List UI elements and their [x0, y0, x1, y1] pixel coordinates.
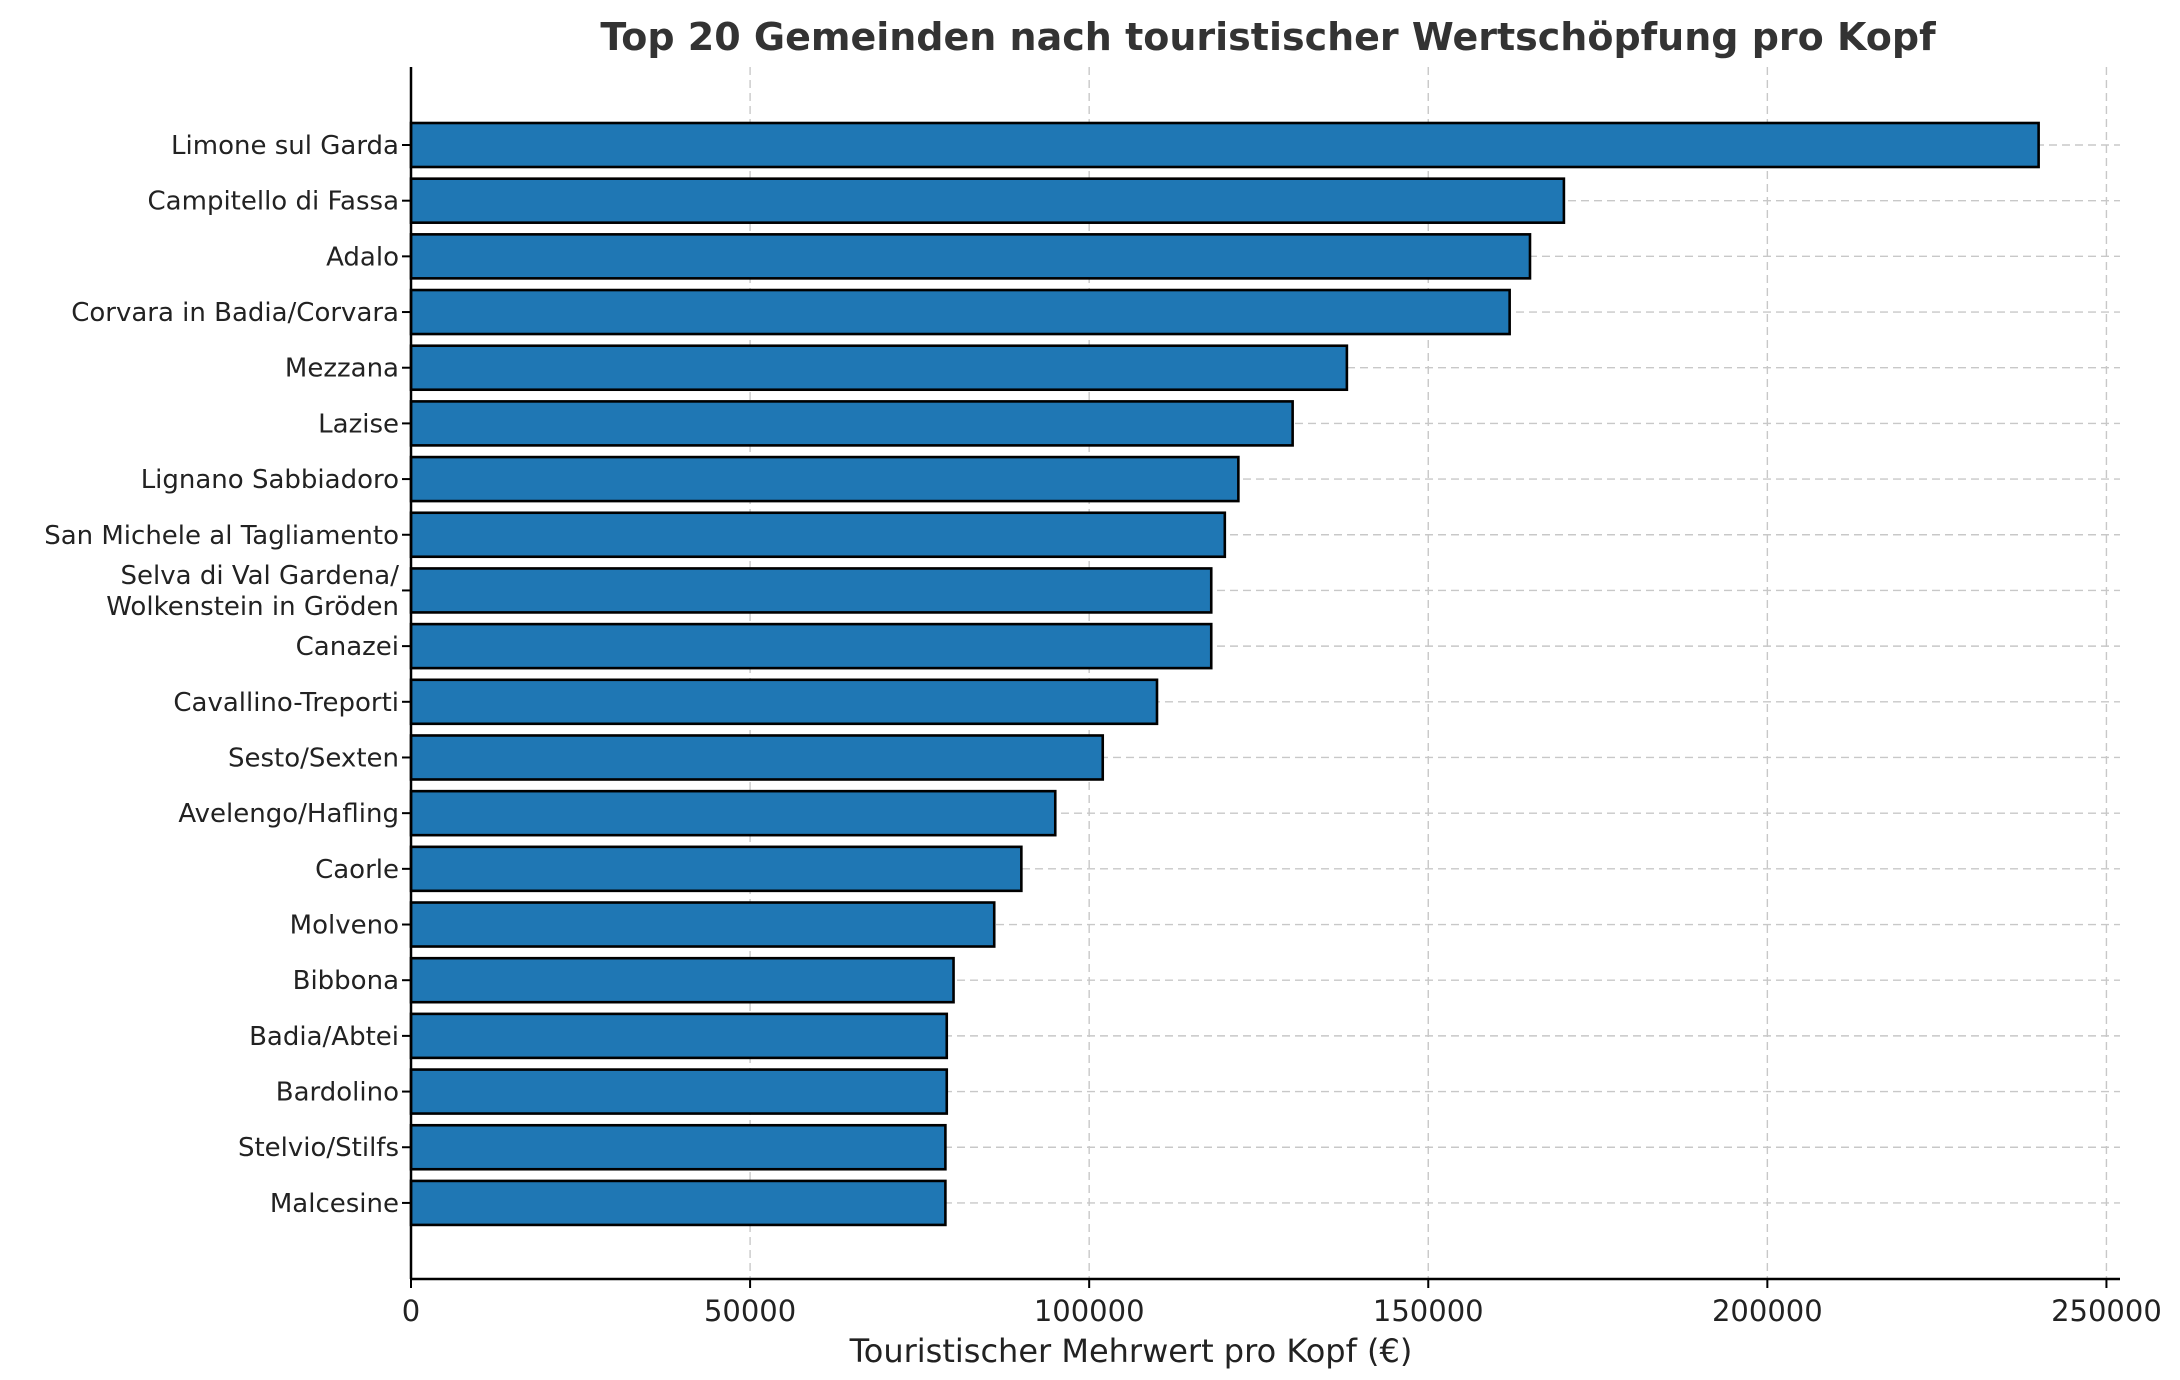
bar [409, 1068, 949, 1115]
y-tick-label: Malcesine [270, 1189, 399, 1219]
bar [409, 622, 1213, 670]
bar [409, 1123, 947, 1171]
bar [409, 789, 1057, 837]
x-tick-label: 250000 [2051, 1294, 2162, 1328]
bar [409, 455, 1240, 503]
y-tick-label: Campitello di Fassa [148, 187, 399, 217]
chart-title: Top 20 Gemeinden nach touristischer Wert… [600, 15, 1936, 59]
y-tick-label: Lignano Sabbiadoro [141, 465, 399, 495]
bar [409, 288, 1511, 336]
y-tick-label: San Michele al Tagliamento [44, 521, 399, 551]
y-tick-label: Selva di Val Gardena/Wolkenstein in Gröd… [106, 561, 399, 622]
axes [402, 67, 2120, 1288]
y-tick-labels: Limone sul Garda Campitello di Fassa Adalo… [44, 131, 399, 1219]
bar [409, 845, 1023, 893]
bar [409, 956, 955, 1004]
y-tick-label: Corvara in Badia/Corvara [71, 298, 399, 328]
bar [409, 901, 996, 948]
bar [409, 233, 1532, 280]
y-tick-label: Limone sul Garda [171, 131, 399, 161]
bar [409, 511, 1227, 559]
y-tick-label: Avelengo/Hafling [178, 799, 399, 829]
y-tick-label: Cavallino-Treporti [173, 688, 399, 718]
bar [409, 177, 1566, 224]
bar [409, 567, 1213, 614]
y-tick-label: Bibbona [293, 966, 399, 996]
y-tick-label: Lazise [318, 409, 399, 439]
bar [409, 1012, 949, 1060]
y-tick-label: Sesto/Sexten [228, 743, 399, 773]
y-tick-label: Mezzana [285, 354, 399, 384]
x-axis-label: Touristischer Mehrwert pro Kopf (€) [849, 1332, 1413, 1370]
y-tick-label: Stelvio/Stilfs [238, 1133, 399, 1163]
y-tick-label: Molveno [290, 911, 399, 941]
y-tick-label: Badia/Abtei [249, 1022, 399, 1052]
bar [409, 678, 1159, 726]
bar [409, 734, 1105, 781]
x-tick-label: 0 [402, 1294, 420, 1328]
bar [409, 344, 1349, 392]
x-tick-label: 100000 [1034, 1294, 1145, 1328]
x-tick-label: 50000 [704, 1294, 796, 1328]
bar [409, 121, 2040, 169]
y-tick-label: Adalo [326, 242, 399, 272]
x-tick-label: 200000 [1712, 1294, 1823, 1328]
x-tick-label: 150000 [1373, 1294, 1484, 1328]
bar [409, 1179, 947, 1227]
y-tick-label: Bardolino [276, 1078, 399, 1108]
y-tick-label: Caorle [315, 855, 399, 885]
bar [409, 400, 1294, 447]
y-tick-label: Canazei [296, 632, 399, 662]
bars [409, 121, 2040, 1227]
x-tick-labels: 0 50000 100000 150000 200000 250000 [402, 1294, 2162, 1328]
